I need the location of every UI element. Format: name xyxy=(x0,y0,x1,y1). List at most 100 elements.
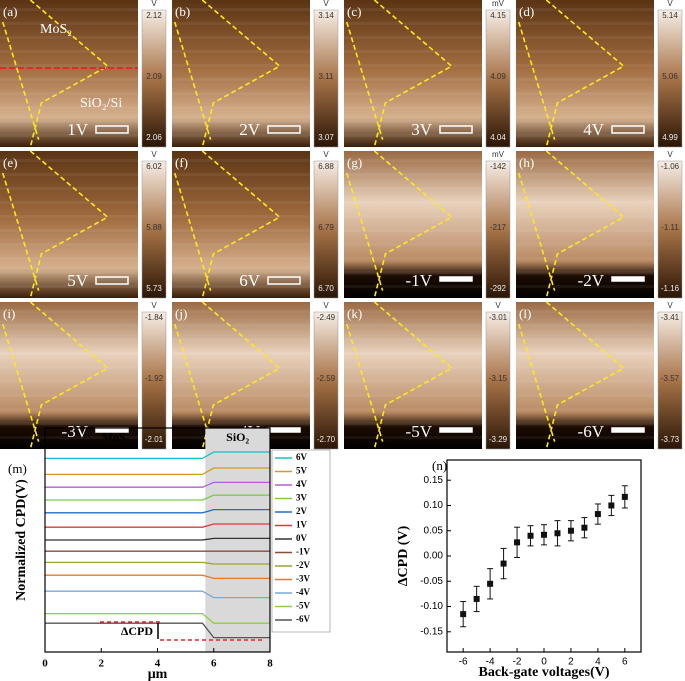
afm-image xyxy=(0,0,138,147)
scan-stripe xyxy=(516,380,654,383)
scan-stripe xyxy=(0,338,138,341)
scale-bar xyxy=(611,276,645,282)
afm-image xyxy=(344,151,482,298)
scan-stripe xyxy=(0,134,138,137)
scan-stripe xyxy=(344,215,482,218)
scan-stripe xyxy=(344,106,482,109)
scan-stripe xyxy=(344,22,482,25)
flake-outline xyxy=(173,323,212,442)
bias-label: 1V xyxy=(67,120,89,139)
scan-stripe xyxy=(344,285,482,288)
bias-label: 4V xyxy=(583,120,605,139)
afm-image xyxy=(516,0,654,147)
scan-stripe xyxy=(516,324,654,327)
data-point xyxy=(527,532,534,539)
flake-outline xyxy=(545,301,626,450)
scan-stripe xyxy=(172,36,310,39)
afm-panel: (j)-4VV-2.49-2.59-2.70 xyxy=(172,301,339,450)
colorbar-tick: 5.88 xyxy=(146,223,162,232)
afm-image xyxy=(516,151,654,298)
scan-stripe xyxy=(0,352,138,355)
colorbar-tick: 3.14 xyxy=(318,11,334,20)
scan-stripe xyxy=(172,120,310,123)
x-axis-label: μm xyxy=(148,667,168,681)
scan-stripe xyxy=(344,394,482,397)
scale-bar xyxy=(439,427,473,433)
scan-stripe xyxy=(0,187,138,190)
colorbar-tick: 4.04 xyxy=(490,133,506,142)
flake-outline xyxy=(517,323,556,442)
scan-stripe xyxy=(516,422,654,425)
bias-label: -5V xyxy=(406,422,433,441)
cpd-line xyxy=(45,561,270,565)
legend-label: -4V xyxy=(296,587,310,597)
legend-label: -1V xyxy=(296,547,310,557)
scan-stripe xyxy=(0,36,138,39)
legend-box xyxy=(271,449,331,633)
flake-outline xyxy=(345,172,384,291)
panel-label: (c) xyxy=(347,4,361,19)
colorbar-unit: V xyxy=(667,301,673,310)
scan-stripe xyxy=(172,201,310,204)
scan-stripe xyxy=(516,243,654,246)
scan-stripe xyxy=(344,173,482,176)
colorbar-tick: 6.70 xyxy=(318,284,334,293)
material-label: MoS₂ xyxy=(40,22,72,37)
scan-stripe xyxy=(344,380,482,383)
colorbar xyxy=(485,160,511,299)
colorbar-unit: mV xyxy=(492,150,505,159)
scan-stripe xyxy=(516,120,654,123)
bias-label: 6V xyxy=(239,271,261,290)
scan-stripe xyxy=(344,50,482,53)
substrate-label: SiO₂/Si xyxy=(80,96,122,111)
afm-panel: (e) 5V V 6.02 5.88 5.73 xyxy=(0,150,167,299)
data-point xyxy=(487,580,494,587)
panel-label: (a) xyxy=(3,4,17,19)
bias-label: -3V xyxy=(62,422,89,441)
scan-stripe xyxy=(172,380,310,383)
bias-label: 3V xyxy=(411,120,433,139)
afm-panel: (l) -6V V -3.41 -3.57 -3.73 xyxy=(516,301,683,450)
scan-stripe xyxy=(0,229,138,232)
panel-label: (m) xyxy=(8,461,27,476)
cpd-line xyxy=(45,494,270,501)
scan-stripe xyxy=(344,338,482,341)
scan-stripe xyxy=(0,310,138,313)
scan-stripe xyxy=(516,201,654,204)
panel-label: (l) xyxy=(519,306,531,321)
colorbar-tick: -2.59 xyxy=(317,374,336,383)
colorbar-tick: -1.06 xyxy=(661,162,680,171)
colorbar-tick: -3.01 xyxy=(489,313,508,322)
afm-panel: (h) -2V V -1.06 -1.11 -1.16 xyxy=(516,150,683,299)
scan-stripe xyxy=(0,78,138,81)
x-tick-label: -2 xyxy=(513,657,522,668)
colorbar xyxy=(141,311,167,450)
cpd-line xyxy=(45,523,270,528)
scan-stripe xyxy=(172,271,310,274)
legend-label: 6V xyxy=(296,452,308,462)
scan-stripe xyxy=(344,271,482,274)
scan-stripe xyxy=(516,436,654,439)
scan-stripe xyxy=(172,106,310,109)
plot-frame xyxy=(446,459,642,653)
scale-bar xyxy=(611,427,645,433)
legend-label: 4V xyxy=(296,479,308,489)
bias-label: 2V xyxy=(239,120,261,139)
afm-panel: (c) 3V mV 4.15 4.09 4.04 xyxy=(344,0,511,148)
scan-stripe xyxy=(0,92,138,95)
scan-stripe xyxy=(0,50,138,53)
colorbar-tick: 6.79 xyxy=(318,223,334,232)
data-point xyxy=(608,502,615,509)
scan-stripe xyxy=(0,394,138,397)
scan-stripe xyxy=(172,257,310,260)
scan-stripe xyxy=(172,8,310,11)
scan-stripe xyxy=(344,201,482,204)
annotation: ΔCPD xyxy=(121,624,154,638)
y-axis-label: ΔCPD (V) xyxy=(396,525,411,586)
scale-bar xyxy=(95,125,129,134)
scan-stripe xyxy=(172,310,310,313)
scan-stripe xyxy=(344,134,482,137)
x-axis-label: Back-gate voltages(V) xyxy=(478,665,609,680)
afm-image xyxy=(344,302,482,449)
